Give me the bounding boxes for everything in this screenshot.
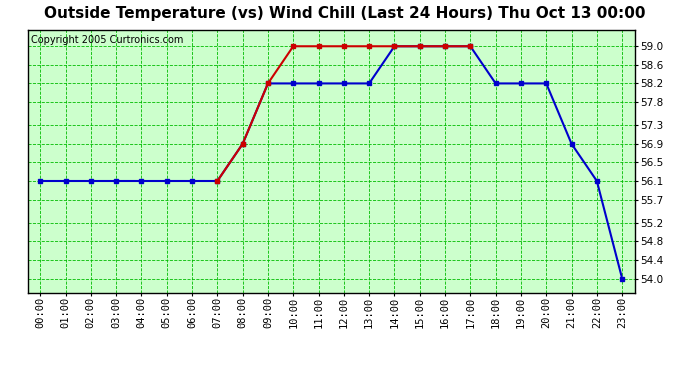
Text: Outside Temperature (vs) Wind Chill (Last 24 Hours) Thu Oct 13 00:00: Outside Temperature (vs) Wind Chill (Las… — [44, 6, 646, 21]
Text: Copyright 2005 Curtronics.com: Copyright 2005 Curtronics.com — [30, 35, 183, 45]
